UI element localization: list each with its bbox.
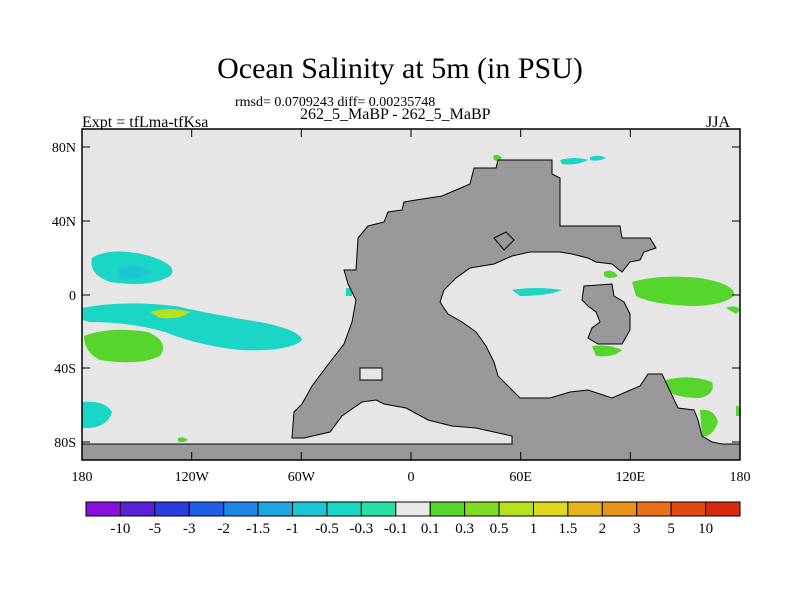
colorbar-label: -5 (149, 521, 162, 537)
anomaly-patch (84, 329, 164, 363)
lon-tick-label: 60W (288, 470, 316, 485)
colorbar-swatch (498, 501, 534, 517)
colorbar-swatch (705, 501, 741, 517)
map-subtitle: 262_5_MaBP - 262_5_MaBP (300, 106, 491, 123)
colorbar-label: 0.3 (455, 521, 474, 537)
colorbar-swatch (257, 501, 294, 517)
lon-tick-label: 120E (616, 470, 646, 485)
lon-tick-label: 180 (72, 470, 93, 485)
anomaly-patch (604, 270, 618, 278)
colorbar-label: -1 (286, 521, 299, 537)
lat-tick-label: 80N (52, 141, 76, 156)
anomaly-patch (82, 401, 112, 428)
map-title: Ocean Salinity at 5m (in PSU) (217, 52, 583, 85)
lat-tick-label: 0 (69, 289, 76, 304)
colorbar-swatch (292, 501, 328, 517)
rmsd-text: rmsd= 0.0709243 diff= 0.00235748 (235, 95, 436, 110)
anomaly-patch (592, 345, 622, 357)
colorbar-swatch (85, 501, 121, 517)
anomaly-patch (82, 303, 302, 351)
anomaly-patch (726, 306, 740, 314)
anomaly-patch (512, 288, 562, 296)
lon-tick-label: 120W (175, 470, 210, 485)
colorbar-swatch (601, 501, 638, 517)
lat-tick-label: 40N (52, 215, 76, 230)
colorbar-label: -2 (217, 521, 230, 537)
longitude-axis: 180 120W 60W 0 60E 120E 180 (72, 129, 751, 485)
colorbar-label: 1.5 (559, 521, 578, 537)
colorbar-swatch (395, 501, 431, 517)
anomaly-patch (736, 405, 740, 416)
experiment-label: Expt = tfLma-tfKsa (82, 114, 209, 131)
colorbar-swatch (567, 501, 603, 517)
anomaly-patch (590, 155, 606, 161)
lat-tick-label: 40S (54, 362, 76, 377)
latitude-axis: 80N 40N 0 40S 80S (52, 141, 740, 451)
land-region (581, 283, 631, 345)
colorbar-label: -0.1 (384, 521, 408, 537)
anomaly-patch (178, 437, 188, 443)
anomaly-patch (560, 158, 588, 165)
anomaly-patch (700, 409, 718, 437)
colorbar-swatch (670, 501, 707, 517)
colorbar-label: -1.5 (246, 521, 270, 537)
land-region (81, 159, 741, 461)
anomaly-patch (632, 276, 735, 306)
colorbar-label: 5 (667, 521, 675, 537)
land-region (493, 231, 515, 251)
anomaly-patch (666, 377, 713, 398)
inner-sea-region (359, 367, 383, 381)
lon-tick-label: 0 (408, 470, 415, 485)
anomaly-patches (82, 154, 740, 443)
colorbar-label: -10 (110, 521, 130, 537)
anomaly-patch (493, 154, 502, 161)
colorbar-swatch (223, 501, 259, 517)
colorbar-swatch (464, 501, 500, 517)
colorbar-label: 1 (530, 521, 538, 537)
season-label: JJA (706, 114, 731, 131)
colorbar-swatch (154, 501, 190, 517)
colorbar-label: -0.5 (315, 521, 339, 537)
inner-sea (359, 367, 383, 381)
colorbar-label: -0.3 (349, 521, 373, 537)
colorbar: -10 -5 -3 -2 -1.5 -1 -0.5 -0.3 -0.1 0.1 0.3 0.5 1 1.5… (85, 501, 741, 537)
anomaly-patch (118, 265, 150, 279)
lon-tick-label: 180 (730, 470, 751, 485)
colorbar-swatch (532, 501, 569, 517)
colorbar-label: 3 (633, 521, 641, 537)
colorbar-label: -3 (183, 521, 196, 537)
lat-tick-label: 80S (54, 436, 76, 451)
colorbar-label: 10 (698, 521, 713, 537)
colorbar-swatch (326, 501, 362, 517)
colorbar-swatch (188, 501, 225, 517)
colorbar-swatch (119, 501, 156, 517)
colorbar-label: 2 (599, 521, 607, 537)
land-masses (81, 159, 741, 461)
colorbar-swatch (360, 501, 397, 517)
colorbar-swatch (429, 501, 466, 517)
colorbar-label: 0.1 (421, 521, 440, 537)
anomaly-patch (346, 288, 352, 296)
colorbar-swatch (636, 501, 672, 517)
colorbar-label: 0.5 (490, 521, 509, 537)
anomaly-patch (150, 309, 190, 319)
lon-tick-label: 60E (509, 470, 532, 485)
